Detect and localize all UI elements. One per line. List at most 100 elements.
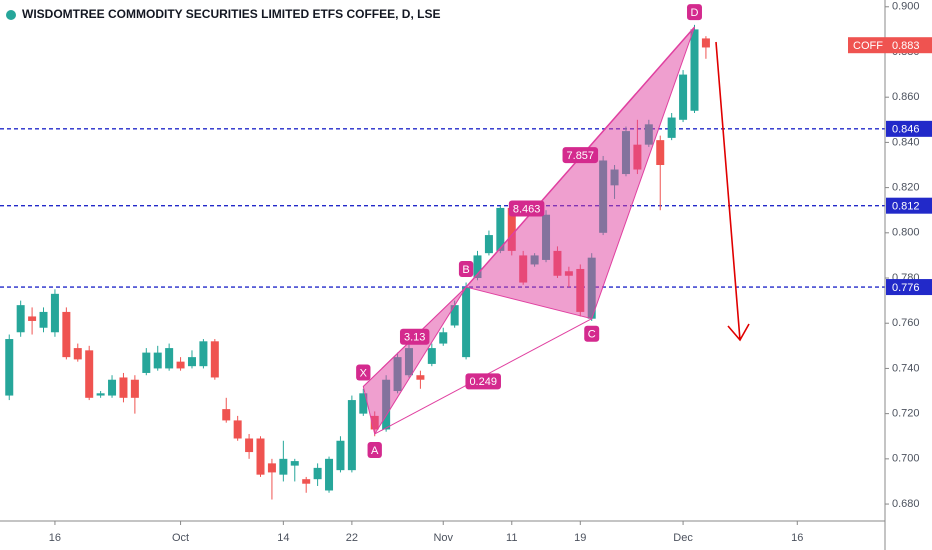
candle-body [119, 377, 128, 398]
forecast-arrow [715, 41, 750, 342]
candle-body [279, 458, 288, 475]
candle-body [130, 379, 139, 398]
candle-body [267, 463, 276, 473]
x-tick-label: 16 [49, 532, 61, 544]
last-price-symbol: COFF [853, 40, 883, 52]
pattern-ratio-text: 8.463 [513, 203, 541, 215]
candle-body [16, 305, 25, 333]
candle-body [359, 393, 368, 414]
candle-body [50, 293, 59, 333]
candle-body [199, 341, 208, 367]
y-tick-label: 0.700 [892, 453, 920, 465]
candle-body [62, 311, 71, 358]
last-price-bg [848, 37, 932, 54]
candle-body [96, 393, 105, 396]
candle-body [656, 140, 665, 166]
y-tick-label: 0.740 [892, 362, 920, 374]
y-tick-label: 0.720 [892, 408, 920, 420]
candle-body [108, 379, 117, 396]
candle-body [701, 38, 710, 48]
pattern-ratio-text: 0.249 [469, 376, 497, 388]
candle-body [256, 438, 265, 475]
candle-body [28, 316, 37, 321]
pattern-point-label: C [584, 325, 600, 342]
x-tick-label: 19 [574, 532, 586, 544]
level-label-bg [886, 197, 932, 214]
price-axis-bg [885, 0, 932, 550]
x-tick-label: Nov [433, 532, 453, 544]
y-tick-label: 0.900 [892, 1, 920, 13]
candle-body [290, 461, 299, 466]
pattern-point-label: B [458, 261, 474, 278]
candle-body [165, 348, 174, 369]
candle-body [450, 305, 459, 326]
pattern-ratio: 8.463 [508, 200, 545, 217]
time-axis-bg [0, 521, 885, 550]
pattern-ratio-bg [465, 373, 501, 390]
candle-body [245, 438, 254, 453]
candle-body [484, 235, 493, 254]
candle-body [690, 29, 699, 111]
level-label: 0.846 [892, 124, 920, 136]
logo [6, 10, 16, 20]
x-tick-label: 22 [346, 532, 358, 544]
candle-body [462, 287, 471, 358]
pattern-ratio: 0.249 [465, 373, 501, 390]
level-label-bg [886, 279, 932, 296]
pattern-point-label-text: A [371, 445, 379, 457]
candle-body [302, 479, 311, 484]
y-tick-label: 0.800 [892, 227, 920, 239]
candle-body [336, 440, 345, 471]
candle-body [85, 350, 94, 398]
candle-body [325, 458, 334, 491]
candle-body [5, 339, 14, 396]
candle-body [153, 352, 162, 369]
candle-body [210, 341, 219, 378]
pattern-point-label-text: D [691, 7, 699, 19]
pattern-ratio-bg [399, 328, 430, 345]
pattern-ratio-bg [508, 200, 545, 217]
y-tick-label: 0.680 [892, 498, 920, 510]
pattern: 3.13 0.249 8.463 7.857 X A B C D [356, 4, 702, 458]
pattern-point-label-text: C [588, 329, 596, 341]
pattern-ratio-bg [562, 147, 599, 164]
x-tick-label: Oct [172, 532, 189, 544]
candle-body [473, 255, 482, 279]
candle-body [416, 375, 425, 380]
x-tick-label: 11 [506, 532, 517, 544]
pattern-point-label-bg [356, 364, 371, 381]
candle-body [233, 420, 242, 439]
pattern-ratio-text: 7.857 [567, 150, 595, 162]
last-price-value: 0.883 [892, 40, 920, 52]
candle-body [187, 357, 196, 367]
y-tick-label: 0.760 [892, 317, 920, 329]
pattern-point-label-text: B [462, 264, 469, 276]
candle-body [667, 117, 676, 138]
candle-body [73, 348, 82, 360]
level-label-bg [886, 120, 932, 137]
y-tick-label: 0.820 [892, 182, 920, 194]
candle-body [679, 74, 688, 120]
pattern-point-label: X [356, 364, 371, 381]
y-tick-label: 0.860 [892, 91, 920, 103]
candle-body [142, 352, 151, 373]
candle-body [39, 311, 48, 328]
chart-title: WISDOMTREE COMMODITY SECURITIES LIMITED … [22, 7, 440, 21]
pattern-point-label-bg [367, 441, 382, 458]
candle-body [313, 467, 322, 480]
level-label: 0.776 [892, 282, 920, 294]
pattern-point-label-bg [458, 261, 474, 278]
pattern-ratio-text: 3.13 [404, 332, 425, 344]
x-tick-label: 14 [277, 532, 289, 544]
candle-body [427, 348, 436, 364]
candle-body [347, 400, 356, 471]
candle-body [222, 409, 231, 421]
pattern-ratio: 7.857 [562, 147, 599, 164]
candle-body [496, 207, 505, 251]
y-tick-label: 0.840 [892, 136, 920, 148]
pattern-point-label-bg [687, 4, 702, 21]
levels [0, 128, 885, 288]
x-tick-label: 16 [791, 532, 803, 544]
